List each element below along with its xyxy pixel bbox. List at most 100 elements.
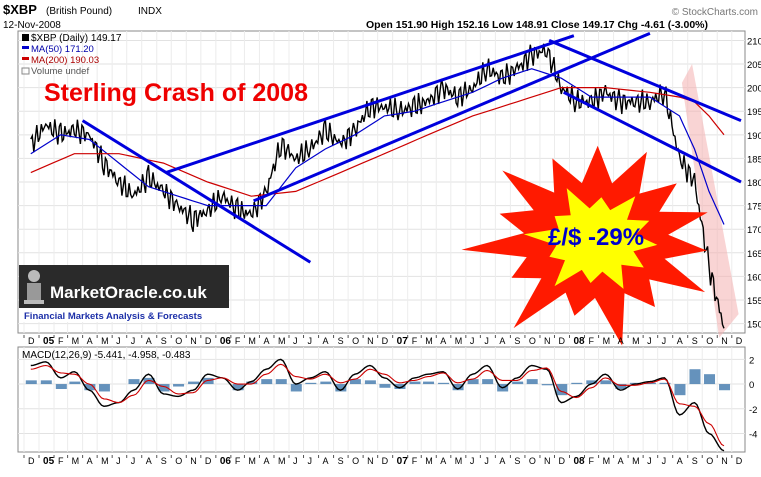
macd-hist-bar <box>438 382 450 385</box>
x-tick-label: N <box>190 456 197 466</box>
x-tick-label: S <box>692 456 698 466</box>
x-tick-label: A <box>499 456 505 466</box>
x-tick-label: M <box>72 456 80 466</box>
x-tick-label: J <box>484 336 489 346</box>
macd-hist-bar <box>704 374 716 385</box>
exchange: INDX <box>138 6 162 17</box>
x-tick-label: 05 <box>43 456 55 467</box>
x-tick-label: O <box>706 456 713 466</box>
x-tick-label: N <box>721 336 728 346</box>
price-line <box>30 43 725 329</box>
macd-hist-bar <box>409 381 421 385</box>
symbol: $XBP <box>3 2 37 17</box>
price-y-tick-label: 180 <box>747 178 761 189</box>
x-tick-label: 08 <box>574 336 586 347</box>
macd-y-tick-label: 2 <box>749 355 754 366</box>
x-tick-label: J <box>647 336 652 346</box>
x-tick-label: A <box>323 336 329 346</box>
x-tick-label: N <box>544 456 551 466</box>
x-tick-label: D <box>558 456 565 466</box>
macd-hist-bar <box>275 379 287 385</box>
macd-hist-bar <box>615 384 627 389</box>
x-tick-label: D <box>28 336 35 346</box>
chart-header: $XBP (British Pound) INDX 12-Nov-2008 © … <box>3 2 758 31</box>
x-axis-bottom: D 05 F M A M J J A S O N D 06 F M A M J J A S O N D 07 F M A M J J A S O N D… <box>23 455 743 467</box>
x-tick-label: O <box>352 336 359 346</box>
x-tick-label: D <box>205 456 212 466</box>
price-y-ticks: 150 155 160 165 170 175 180 185 190 195 200 205 210 <box>747 36 761 330</box>
x-axis-top: D 05 F M A M J J A S O N D 06 F M A M J J A S O N D 07 F M A M J J A S O N D… <box>23 335 743 347</box>
marketoracle-logo: MarketOracle.co.uk Financial Markets Ana… <box>19 265 229 322</box>
macd-hist-bar <box>689 369 701 385</box>
macd-hist-bar <box>600 380 612 385</box>
macd-hist-bar <box>55 384 67 389</box>
x-tick-label: A <box>146 456 152 466</box>
macd-hist-bar <box>98 384 110 392</box>
macd-hist-bar <box>674 384 686 396</box>
macd-hist-bar <box>644 382 656 385</box>
price-y-tick-label: 150 <box>747 320 761 331</box>
macd-y-tick-label: 0 <box>749 380 754 391</box>
x-tick-label: O <box>175 456 182 466</box>
x-tick-label: S <box>514 456 520 466</box>
x-tick-label: M <box>425 456 433 466</box>
x-tick-label: D <box>736 456 743 466</box>
x-tick-label: A <box>87 456 93 466</box>
macd-series <box>25 358 731 452</box>
x-tick-label: 07 <box>397 456 409 467</box>
x-tick-label: N <box>544 336 551 346</box>
x-tick-label: J <box>308 456 313 466</box>
legend-volume-swatch <box>21 67 30 75</box>
price-y-tick-label: 200 <box>747 84 761 95</box>
macd-hist-bar <box>482 379 494 385</box>
legend-ma200: MA(200) 190.03 <box>31 55 99 66</box>
trendlines <box>81 31 742 264</box>
x-tick-label: A <box>87 336 93 346</box>
price-series <box>30 43 725 329</box>
macd-hist-bar <box>335 384 347 392</box>
macd-y-ticks: 2 0 -2 -4 <box>749 355 757 440</box>
macd-hist-bar <box>541 384 553 386</box>
x-tick-label: D <box>382 456 389 466</box>
burst-inner <box>523 188 658 289</box>
x-tick-label: M <box>603 336 611 346</box>
x-tick-label: O <box>175 336 182 346</box>
x-tick-label: J <box>131 336 136 346</box>
x-tick-label: M <box>632 456 640 466</box>
x-tick-label: N <box>721 456 728 466</box>
price-y-tick-label: 165 <box>747 249 761 260</box>
x-tick-label: J <box>662 456 667 466</box>
x-tick-label: A <box>146 336 152 346</box>
macd-hist-bar <box>173 384 185 387</box>
x-tick-label: D <box>382 336 389 346</box>
x-tick-label: F <box>58 336 64 346</box>
macd-panel: 2 0 -2 -4 MACD(12,26,9) -5.441, -4.958, -0.… <box>17 346 757 453</box>
x-tick-label: O <box>529 456 536 466</box>
price-y-tick-label: 210 <box>747 36 761 47</box>
trendline-2 <box>165 34 575 174</box>
x-tick-label: D <box>205 336 212 346</box>
legend-ma50: MA(50) 171.20 <box>31 44 94 55</box>
macd-hist-bar <box>349 379 361 385</box>
x-tick-label: J <box>293 336 298 346</box>
x-tick-label: F <box>412 336 418 346</box>
macd-hist-bar <box>571 382 583 385</box>
crash-burst: £/$ -29% <box>461 145 708 346</box>
x-tick-label: O <box>706 336 713 346</box>
x-tick-label: M <box>248 336 256 346</box>
x-tick-label: A <box>677 336 683 346</box>
macd-hist-bar <box>659 382 671 385</box>
x-tick-label: J <box>662 336 667 346</box>
macd-hist-bar <box>586 380 598 385</box>
legend-price: $XBP (Daily) 149.17 <box>31 33 122 44</box>
macd-hist-bar <box>467 379 479 385</box>
x-tick-label: F <box>589 336 595 346</box>
trendline-4 <box>548 39 742 123</box>
legend-volume: Volume undef <box>31 66 89 77</box>
x-tick-label: A <box>618 456 624 466</box>
x-tick-label: F <box>589 456 595 466</box>
x-tick-label: M <box>101 336 109 346</box>
trendline-1 <box>81 119 312 264</box>
x-tick-label: A <box>323 456 329 466</box>
